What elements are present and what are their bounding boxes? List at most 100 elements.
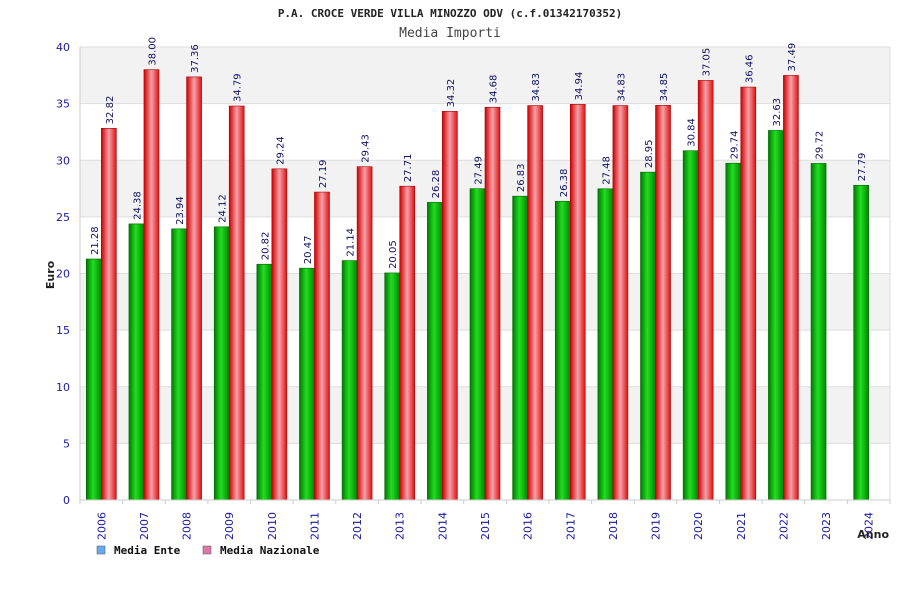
- y-tick-label: 25: [56, 211, 70, 224]
- data-label: 20.47: [303, 236, 314, 265]
- data-label: 26.83: [516, 164, 527, 193]
- bar-media-nazionale: [484, 106, 501, 501]
- bar-media-ente: [86, 258, 102, 501]
- bar-media-nazionale: [569, 104, 586, 501]
- data-label: 29.72: [815, 131, 826, 160]
- data-label: 24.38: [132, 191, 143, 220]
- data-label: 34.94: [574, 72, 585, 101]
- bar-media-nazionale: [612, 105, 629, 501]
- x-tick-label: 2023: [820, 512, 833, 540]
- chart-subtitle: Media Importi: [399, 26, 501, 41]
- data-label: 34.85: [659, 73, 670, 102]
- bar-media-ente: [768, 130, 784, 501]
- data-label: 36.46: [744, 54, 755, 83]
- data-label: 26.28: [431, 170, 442, 199]
- x-tick-label: 2012: [351, 512, 364, 540]
- x-tick-label: 2022: [777, 512, 790, 540]
- data-label: 32.82: [105, 96, 116, 125]
- data-label: 27.48: [601, 156, 612, 185]
- data-label: 34.83: [531, 73, 542, 102]
- x-tick-label: 2010: [266, 512, 279, 540]
- bar-media-nazionale: [101, 128, 117, 501]
- x-tick-label: 2015: [479, 512, 492, 540]
- data-label: 34.68: [489, 75, 500, 104]
- x-axis: 2006 2007 2008 2009 2010 2011 2012 2013 2014 2015…: [79, 499, 891, 540]
- data-label: 21.28: [90, 226, 101, 255]
- y-tick-label: 35: [56, 98, 70, 111]
- bar-media-ente: [810, 163, 827, 501]
- bar-media-ente: [213, 226, 230, 501]
- bar-media-nazionale: [186, 76, 202, 501]
- data-label: 28.95: [644, 140, 655, 169]
- x-tick-label: 2014: [436, 512, 449, 540]
- bar-media-ente: [725, 162, 742, 501]
- y-tick-label: 5: [63, 437, 70, 450]
- chart-title: P.A. CROCE VERDE VILLA MINOZZO ODV (c.f.…: [278, 7, 622, 20]
- y-tick-label: 0: [63, 494, 70, 507]
- bar-media-nazionale: [271, 168, 288, 501]
- x-tick-label: 2018: [607, 512, 620, 540]
- y-tick-label: 30: [56, 154, 70, 167]
- x-tick-label: 2013: [394, 512, 407, 540]
- bar-media-ente: [256, 263, 273, 501]
- data-label: 37.05: [702, 48, 713, 77]
- data-label: 29.43: [361, 134, 372, 163]
- x-tick-label: 2020: [692, 512, 705, 540]
- x-tick-label: 2006: [95, 512, 108, 540]
- bar-media-ente: [853, 184, 869, 501]
- bar-media-ente: [384, 272, 401, 501]
- y-axis-label: Euro: [44, 260, 57, 289]
- data-label: 34.32: [446, 79, 457, 108]
- data-label: 20.05: [388, 240, 399, 269]
- data-labels: 21.28 32.82 24.38 38.00 23.94 37.36 24.12 34.79…: [90, 37, 868, 269]
- data-label: 34.79: [233, 73, 244, 102]
- data-label: 26.38: [559, 169, 570, 198]
- bar-media-ente: [682, 150, 699, 501]
- bar-media-ente: [171, 228, 187, 501]
- x-tick-label: 2017: [564, 512, 577, 540]
- bar-media-nazionale: [442, 111, 458, 501]
- data-label: 24.12: [218, 194, 229, 223]
- x-tick-label: 2021: [735, 512, 748, 540]
- x-tick-label: 2011: [308, 512, 321, 540]
- bar-media-nazionale: [740, 86, 757, 501]
- legend-label: Media Ente: [114, 544, 181, 557]
- bar-media-nazionale: [143, 69, 160, 501]
- bar-media-nazionale: [399, 185, 416, 501]
- x-tick-label: 2016: [522, 512, 535, 540]
- bar-media-nazionale: [314, 191, 330, 501]
- bar-media-ente: [640, 171, 656, 501]
- x-tick-label: 2024: [863, 512, 876, 540]
- data-label: 27.49: [474, 156, 485, 185]
- data-label: 34.83: [616, 73, 627, 102]
- x-axis-label: Anno: [857, 528, 889, 541]
- bar-media-ente: [469, 188, 486, 501]
- data-label: 29.24: [275, 136, 286, 165]
- data-label: 27.79: [857, 153, 868, 182]
- y-tick-label: 10: [56, 381, 70, 394]
- bar-media-nazionale: [783, 75, 799, 501]
- legend-label: Media Nazionale: [220, 544, 320, 557]
- data-label: 29.74: [729, 131, 740, 160]
- data-label: 27.71: [403, 154, 414, 183]
- bar-media-nazionale: [527, 105, 543, 501]
- data-label: 32.63: [772, 98, 783, 127]
- y-axis: 0 5 10 15 20 25 30 35 40: [56, 41, 891, 507]
- bar-media-ente: [512, 195, 528, 501]
- bar-media-nazionale: [356, 166, 373, 501]
- bar-media-nazionale: [655, 105, 671, 501]
- x-tick-label: 2007: [138, 512, 151, 540]
- data-label: 23.94: [175, 196, 186, 225]
- data-label: 38.00: [147, 37, 158, 66]
- data-label: 20.82: [260, 232, 271, 261]
- bar-media-ente: [427, 202, 443, 501]
- bar-media-nazionale: [228, 105, 245, 501]
- y-tick-label: 15: [56, 324, 70, 337]
- data-label: 21.14: [346, 228, 357, 257]
- bar-media-ente: [299, 267, 315, 501]
- y-tick-label: 20: [56, 268, 70, 281]
- data-label: 27.19: [318, 159, 329, 188]
- data-label: 37.36: [190, 44, 201, 73]
- x-tick-label: 2019: [650, 512, 663, 540]
